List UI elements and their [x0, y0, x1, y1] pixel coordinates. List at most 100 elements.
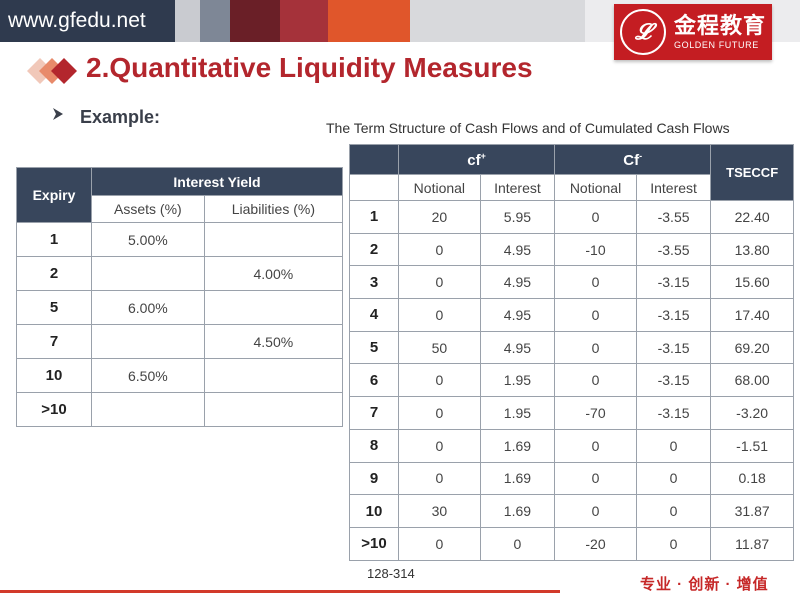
header-stripe	[200, 0, 230, 42]
table-caption: The Term Structure of Cash Flows and of …	[326, 120, 730, 136]
assets-cell	[91, 392, 205, 427]
table-row: 7 0 1.95 -70 -3.15 -3.20	[349, 396, 794, 430]
cf-plus-interest-cell: 1.95	[479, 363, 556, 398]
cf-minus-notional-cell: 0	[554, 363, 637, 398]
footer-rule	[0, 590, 560, 593]
cf-plus-notional-cell: 0	[398, 363, 481, 398]
cf-minus-notional-cell: -10	[554, 232, 637, 267]
cf-plus-notional-cell: 0	[398, 232, 481, 267]
expiry-cell: 2	[16, 256, 92, 291]
cf-plus-interest-cell: 5.95	[479, 200, 556, 234]
liabilities-cell: 4.50%	[203, 324, 344, 359]
year-cell: 6	[349, 363, 399, 398]
assets-cell: 6.50%	[91, 358, 205, 393]
header-notional: Notional	[398, 174, 481, 201]
cf-plus-interest-cell: 1.95	[479, 396, 556, 430]
tseccf-cell: -1.51	[710, 428, 794, 463]
table-row: 1 20 5.95 0 -3.55 22.40	[349, 200, 794, 234]
assets-cell: 5.00%	[91, 222, 205, 257]
cf-plus-notional-cell: 0	[398, 298, 481, 332]
cf-plus-interest-cell: 0	[479, 526, 556, 561]
cf-plus-notional-cell: 0	[398, 265, 481, 300]
year-cell: 4	[349, 298, 399, 332]
header-year-blank	[349, 174, 399, 201]
cf-minus-notional-cell: 0	[554, 494, 637, 528]
cf-minus-interest-cell: -3.55	[635, 200, 712, 234]
liabilities-cell: 4.00%	[203, 256, 344, 291]
cf-minus-interest-cell: -3.15	[635, 298, 712, 332]
header-interest: Interest	[635, 174, 712, 201]
tseccf-cell: 22.40	[710, 200, 794, 234]
liabilities-cell	[203, 222, 344, 257]
cf-plus-notional-cell: 30	[398, 494, 481, 528]
title-diamond-icon	[27, 58, 77, 84]
cf-plus-interest-cell: 4.95	[479, 330, 556, 365]
cf-plus-notional-cell: 0	[398, 526, 481, 561]
year-cell: 3	[349, 265, 399, 300]
header-stripe	[175, 0, 200, 42]
liabilities-cell	[203, 290, 344, 325]
table-row: 10 6.50%	[16, 358, 344, 393]
header-expiry: Expiry	[16, 167, 92, 223]
expiry-cell: 1	[16, 222, 92, 257]
cf-minus-notional-cell: 0	[554, 330, 637, 365]
cf-minus-interest-cell: -3.55	[635, 232, 712, 267]
cf-minus-interest-cell: 0	[635, 461, 712, 496]
cf-plus-notional-cell: 0	[398, 428, 481, 463]
year-cell: 1	[349, 200, 399, 234]
cf-minus-interest-cell: 0	[635, 526, 712, 561]
cf-plus-notional-cell: 0	[398, 461, 481, 496]
cf-minus-notional-cell: 0	[554, 428, 637, 463]
tseccf-cell: 31.87	[710, 494, 794, 528]
expiry-cell: >10	[16, 392, 92, 427]
header-interest: Interest	[479, 174, 556, 201]
header-stripe	[410, 0, 585, 42]
year-cell: 5	[349, 330, 399, 365]
cf-plus-notional-cell: 0	[398, 396, 481, 430]
table-row: 8 0 1.69 0 0 -1.51	[349, 428, 794, 463]
assets-cell: 6.00%	[91, 290, 205, 325]
brand-logo: 𝓛 金程教育 GOLDEN FUTURE	[614, 4, 772, 60]
interest-yield-table: Expiry Interest Yield Assets (%) Liabili…	[16, 167, 344, 427]
cf-plus-interest-cell: 4.95	[479, 265, 556, 300]
cf-plus-interest-cell: 1.69	[479, 428, 556, 463]
logo-english-name: GOLDEN FUTURE	[674, 40, 759, 50]
assets-cell	[91, 256, 205, 291]
table-row: 1 5.00%	[16, 222, 344, 257]
arrow-bullet-icon	[53, 108, 63, 120]
site-url[interactable]: www.gfedu.net	[0, 0, 175, 42]
tseccf-cell: -3.20	[710, 396, 794, 430]
tseccf-cell: 15.60	[710, 265, 794, 300]
cf-plus-notional-cell: 50	[398, 330, 481, 365]
table-row: 7 4.50%	[16, 324, 344, 359]
table-row: 6 0 1.95 0 -3.15 68.00	[349, 363, 794, 398]
header-stripe	[280, 0, 328, 42]
cf-minus-notional-cell: 0	[554, 200, 637, 234]
table-row: 3 0 4.95 0 -3.15 15.60	[349, 265, 794, 300]
year-cell: >10	[349, 526, 399, 561]
cf-minus-interest-cell: -3.15	[635, 330, 712, 365]
table-row: 2 4.00%	[16, 256, 344, 291]
cf-plus-interest-cell: 4.95	[479, 298, 556, 332]
cf-plus-interest-cell: 1.69	[479, 494, 556, 528]
header-cf-plus: cf+	[397, 144, 556, 175]
header-notional: Notional	[554, 174, 637, 201]
table-row: 2 0 4.95 -10 -3.55 13.80	[349, 232, 794, 267]
assets-cell	[91, 324, 205, 359]
cf-plus-notional-cell: 20	[398, 200, 481, 234]
cf-minus-notional-cell: -20	[554, 526, 637, 561]
cf-plus-interest-cell: 4.95	[479, 232, 556, 267]
tseccf-cell: 69.20	[710, 330, 794, 365]
year-cell: 8	[349, 428, 399, 463]
header-stripe	[328, 0, 410, 42]
expiry-cell: 10	[16, 358, 92, 393]
tseccf-cell: 68.00	[710, 363, 794, 398]
tseccf-cell: 13.80	[710, 232, 794, 267]
table-row: >10	[16, 392, 344, 427]
cf-minus-notional-cell: 0	[554, 298, 637, 332]
cf-minus-notional-cell: 0	[554, 265, 637, 300]
tseccf-cell: 0.18	[710, 461, 794, 496]
cf-minus-notional-cell: -70	[554, 396, 637, 430]
footer-slogan: 专业 · 创新 · 增值	[640, 576, 769, 593]
page-title: 2.Quantitative Liquidity Measures	[86, 52, 533, 83]
